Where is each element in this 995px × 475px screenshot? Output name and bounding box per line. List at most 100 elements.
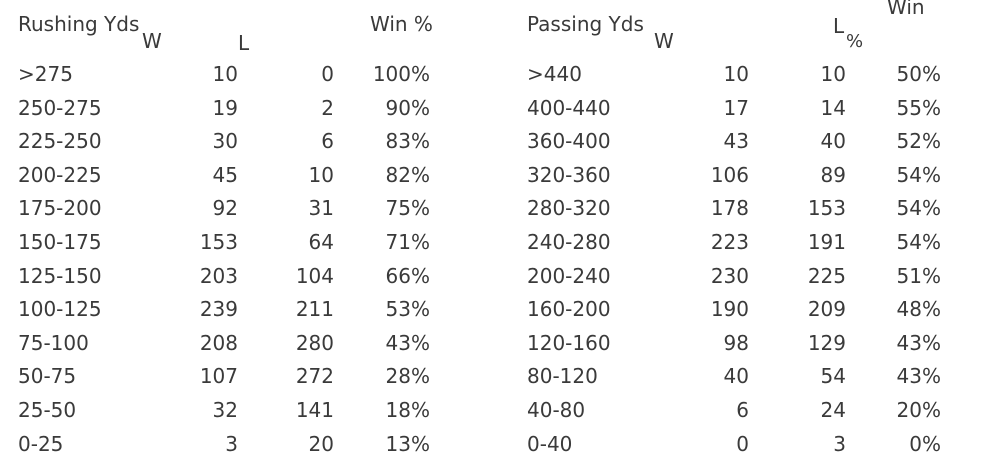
passing-header-w: W: [654, 29, 674, 53]
passing-losses-cell: 153: [807, 196, 846, 220]
rushing-wins-cell: 32: [212, 398, 238, 422]
rushing-wins-cell: 10: [212, 62, 238, 86]
rushing-losses-cell: 64: [308, 230, 334, 254]
rushing-wins-cell: 19: [212, 96, 238, 120]
passing-losses-cell: 24: [820, 398, 846, 422]
passing-losses-cell: 3: [833, 432, 846, 456]
rushing-win-pct-cell: 18%: [385, 398, 430, 422]
rushing-win-pct-cell: 90%: [385, 96, 430, 120]
passing-losses-cell: 89: [820, 163, 846, 187]
rushing-win-pct-cell: 100%: [372, 62, 430, 86]
passing-range-cell: 200-240: [527, 264, 611, 288]
passing-wins-cell: 6: [736, 398, 749, 422]
passing-wins-cell: 190: [710, 297, 749, 321]
rushing-range-cell: 0-25: [18, 432, 64, 456]
passing-range-cell: >440: [527, 62, 582, 86]
rushing-header-l: L: [238, 31, 250, 55]
rushing-range-cell: 50-75: [18, 364, 77, 388]
passing-losses-cell: 225: [807, 264, 846, 288]
passing-losses-cell: 40: [820, 129, 846, 153]
passing-win-pct-cell: 50%: [896, 62, 941, 86]
passing-header-pct-sign: %: [846, 31, 864, 52]
rushing-range-cell: 25-50: [18, 398, 77, 422]
passing-wins-cell: 17: [723, 96, 749, 120]
passing-win-pct-cell: 48%: [896, 297, 941, 321]
passing-win-pct-cell: 54%: [896, 196, 941, 220]
rushing-losses-cell: 0: [321, 62, 334, 86]
passing-losses-cell: 54: [820, 364, 846, 388]
rushing-losses-cell: 272: [295, 364, 334, 388]
rushing-range-cell: >275: [18, 62, 73, 86]
rushing-win-pct-cell: 66%: [385, 264, 430, 288]
passing-losses-cell: 129: [807, 331, 846, 355]
rushing-wins-cell: 3: [225, 432, 238, 456]
passing-losses-cell: 191: [807, 230, 846, 254]
rushing-win-pct-cell: 71%: [385, 230, 430, 254]
rushing-win-pct-cell: 43%: [385, 331, 430, 355]
rushing-range-cell: 175-200: [18, 196, 102, 220]
passing-win-pct-cell: 54%: [896, 230, 941, 254]
passing-win-pct-cell: 55%: [896, 96, 941, 120]
rushing-wins-cell: 107: [199, 364, 238, 388]
passing-losses-cell: 14: [820, 96, 846, 120]
rushing-wins-cell: 153: [199, 230, 238, 254]
rushing-wins-cell: 45: [212, 163, 238, 187]
rushing-wins-cell: 208: [199, 331, 238, 355]
passing-wins-cell: 106: [710, 163, 749, 187]
passing-wins-cell: 43: [723, 129, 749, 153]
rushing-losses-cell: 10: [308, 163, 334, 187]
passing-header-label: Passing Yds: [527, 12, 644, 36]
passing-losses-cell: 10: [820, 62, 846, 86]
passing-range-cell: 280-320: [527, 196, 611, 220]
rushing-header-win-pct: Win %: [370, 12, 433, 36]
passing-wins-cell: 230: [710, 264, 749, 288]
passing-wins-cell: 178: [710, 196, 749, 220]
passing-header-win: Win: [887, 0, 925, 19]
passing-win-pct-cell: 51%: [896, 264, 941, 288]
rushing-wins-cell: 92: [212, 196, 238, 220]
rushing-range-cell: 100-125: [18, 297, 102, 321]
rushing-losses-cell: 20: [308, 432, 334, 456]
rushing-losses-cell: 141: [295, 398, 334, 422]
rushing-range-cell: 250-275: [18, 96, 102, 120]
passing-range-cell: 400-440: [527, 96, 611, 120]
passing-win-pct-cell: 43%: [896, 364, 941, 388]
passing-win-pct-cell: 20%: [896, 398, 941, 422]
passing-win-pct-cell: 0%: [909, 432, 941, 456]
passing-range-cell: 240-280: [527, 230, 611, 254]
passing-range-cell: 40-80: [527, 398, 586, 422]
rushing-win-pct-cell: 28%: [385, 364, 430, 388]
passing-range-cell: 160-200: [527, 297, 611, 321]
rushing-losses-cell: 104: [295, 264, 334, 288]
rushing-win-pct-cell: 83%: [385, 129, 430, 153]
passing-range-cell: 0-40: [527, 432, 573, 456]
passing-losses-cell: 209: [807, 297, 846, 321]
passing-win-pct-cell: 54%: [896, 163, 941, 187]
rushing-wins-cell: 239: [199, 297, 238, 321]
passing-range-cell: 120-160: [527, 331, 611, 355]
rushing-range-cell: 75-100: [18, 331, 89, 355]
rushing-losses-cell: 211: [295, 297, 334, 321]
rushing-losses-cell: 31: [308, 196, 334, 220]
rushing-range-cell: 200-225: [18, 163, 102, 187]
rushing-range-cell: 225-250: [18, 129, 102, 153]
passing-win-pct-cell: 52%: [896, 129, 941, 153]
rushing-win-pct-cell: 53%: [385, 297, 430, 321]
rushing-range-cell: 150-175: [18, 230, 102, 254]
passing-wins-cell: 40: [723, 364, 749, 388]
rushing-wins-cell: 203: [199, 264, 238, 288]
passing-wins-cell: 10: [723, 62, 749, 86]
passing-wins-cell: 0: [736, 432, 749, 456]
passing-range-cell: 80-120: [527, 364, 598, 388]
passing-header-l: L: [833, 14, 845, 38]
passing-range-cell: 360-400: [527, 129, 611, 153]
rushing-wins-cell: 30: [212, 129, 238, 153]
passing-wins-cell: 98: [723, 331, 749, 355]
rushing-win-pct-cell: 82%: [385, 163, 430, 187]
rushing-win-pct-cell: 13%: [385, 432, 430, 456]
passing-wins-cell: 223: [710, 230, 749, 254]
rushing-losses-cell: 2: [321, 96, 334, 120]
passing-range-cell: 320-360: [527, 163, 611, 187]
passing-win-pct-cell: 43%: [896, 331, 941, 355]
rushing-range-cell: 125-150: [18, 264, 102, 288]
